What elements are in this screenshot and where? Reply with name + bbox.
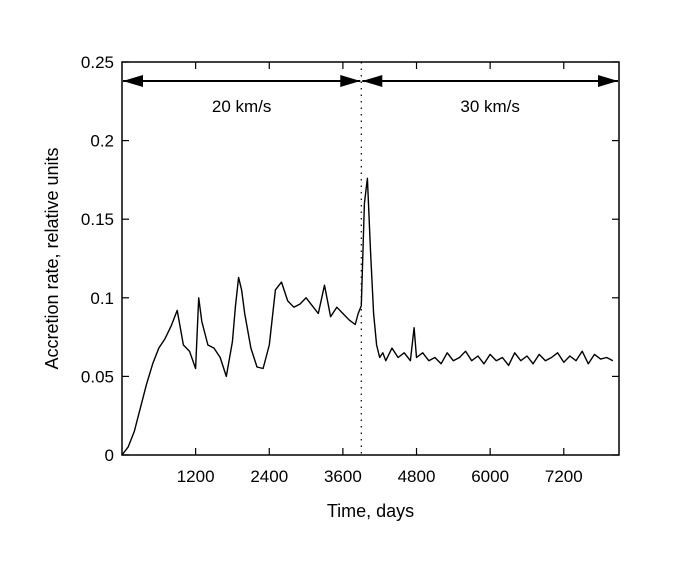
annotation-arrowhead-left bbox=[123, 75, 143, 87]
x-tick-label: 6000 bbox=[471, 467, 509, 486]
y-tick-label: 0.05 bbox=[81, 367, 114, 386]
y-tick-label: 0 bbox=[105, 446, 114, 465]
x-axis-label: Time, days bbox=[327, 501, 414, 521]
plot-frame bbox=[121, 61, 620, 456]
x-tick-label: 3600 bbox=[324, 467, 362, 486]
x-tick-label: 2400 bbox=[250, 467, 288, 486]
y-tick-label: 0.1 bbox=[90, 289, 114, 308]
accretion-rate-series-line bbox=[121, 177, 614, 456]
x-axis-ticks: 1200 2400 3600 4800 6000 7200 bbox=[177, 62, 583, 486]
annotation-label: 30 km/s bbox=[460, 97, 520, 116]
y-tick-label: 0.2 bbox=[90, 132, 114, 151]
annotation-arrowhead-right bbox=[598, 75, 618, 87]
x-tick-label: 7200 bbox=[545, 467, 583, 486]
annotation-label: 20 km/s bbox=[212, 97, 272, 116]
x-tick-label: 4800 bbox=[398, 467, 436, 486]
y-tick-label: 0.15 bbox=[81, 210, 114, 229]
annotation-arrowhead-right bbox=[340, 75, 361, 87]
y-axis-label: Accretion rate, relative units bbox=[42, 147, 62, 369]
y-axis-ticks: 0 0.05 0.1 0.15 0.2 0.25 bbox=[81, 53, 619, 465]
x-tick-label: 1200 bbox=[177, 467, 215, 486]
annotation-arrowhead-left bbox=[362, 75, 383, 87]
y-tick-label: 0.25 bbox=[81, 53, 114, 72]
velocity-annotations: 20 km/s 30 km/s bbox=[123, 75, 618, 116]
